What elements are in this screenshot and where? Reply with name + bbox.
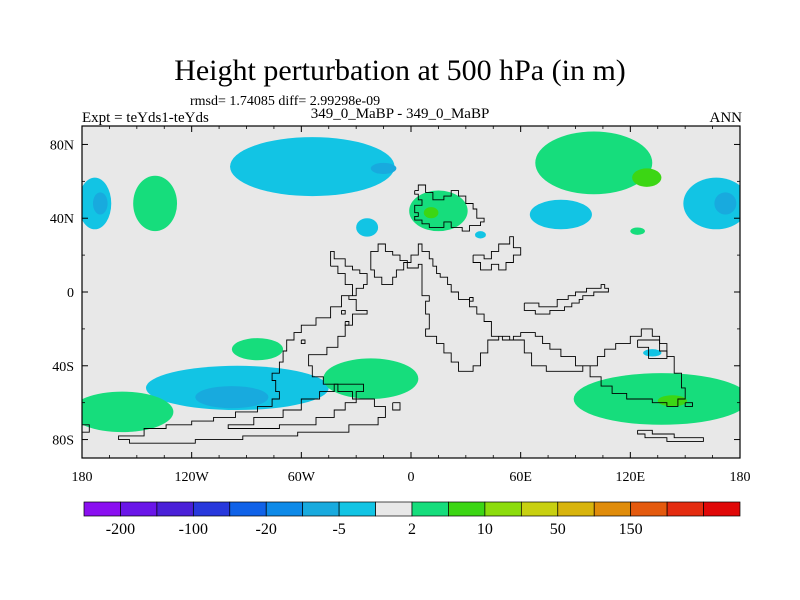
- colorbar-swatch: [557, 501, 595, 517]
- colorbar-swatch: [703, 501, 741, 517]
- colorbar-swatch: [265, 501, 304, 517]
- anomaly-region: [632, 168, 662, 187]
- anomaly-region: [643, 349, 662, 357]
- anomaly-region: [630, 227, 645, 235]
- anomaly-region: [657, 395, 687, 407]
- coastline-segment: [344, 321, 350, 326]
- anomaly-region: [356, 218, 379, 237]
- x-tick-label: 60W: [288, 470, 316, 485]
- coastline-segment: [637, 339, 668, 359]
- coastline-segment: [300, 339, 306, 345]
- anomaly-region: [230, 137, 395, 197]
- x-tick-label: 120E: [616, 470, 646, 485]
- coastline-segment: [637, 429, 704, 442]
- colorbar-swatch: [666, 501, 704, 517]
- colorbar-swatch: [302, 501, 340, 517]
- coastline-segment: [472, 236, 522, 271]
- colorbar-swatch: [375, 501, 413, 517]
- x-tick-label: 180: [730, 470, 751, 485]
- anomaly-region: [409, 190, 468, 232]
- coastline-segment: [227, 383, 364, 429]
- stats-text: rmsd= 1.74085 diff= 2.99298e-09: [190, 94, 381, 109]
- anomaly-region: [323, 358, 419, 399]
- colorbar-label: 10: [477, 521, 493, 538]
- y-tick-label: 40N: [50, 212, 74, 227]
- coastline-segment: [523, 284, 609, 315]
- colorbar-swatch: [593, 501, 632, 517]
- colorbar-label: -20: [256, 521, 277, 538]
- colorbar-label: -200: [106, 521, 135, 538]
- anomaly-region: [573, 373, 740, 425]
- colorbar-swatch: [630, 501, 668, 517]
- coastlines: [82, 184, 704, 444]
- case-label: 349_0_MaBP - 349_0_MaBP: [310, 106, 490, 122]
- colorbar-swatch: [448, 501, 486, 517]
- coastline-segment: [392, 402, 401, 411]
- colorbar-swatch: [520, 501, 559, 517]
- anomaly-region: [92, 192, 108, 215]
- y-tick-label: 0: [67, 286, 74, 301]
- coastline-segment: [370, 243, 686, 407]
- colorbar-label: -100: [179, 521, 208, 538]
- colorbar-swatch: [338, 501, 376, 517]
- season-label: ANN: [709, 110, 743, 126]
- colorbar-swatch: [192, 501, 231, 517]
- y-tick-label: 80S: [52, 434, 74, 449]
- anomaly-region: [683, 177, 740, 230]
- axes: 180 120W 60W 0 60E 120E 180 80N 40N 0 40S 80S: [50, 126, 751, 485]
- colorbar-label: 50: [550, 521, 566, 538]
- anomaly-region: [82, 391, 174, 433]
- anomaly-region: [133, 175, 178, 232]
- colorbar-swatch: [411, 501, 449, 517]
- anomaly-region: [195, 386, 269, 409]
- anomaly-fills: [82, 131, 740, 433]
- anomaly-region: [231, 338, 284, 361]
- anomaly-region: [535, 131, 653, 195]
- colorbar-label: 150: [619, 521, 643, 538]
- colorbar-swatch: [83, 501, 121, 517]
- anomaly-region: [423, 207, 439, 219]
- coastline-segment: [414, 184, 485, 232]
- plot-title: Height perturbation at 500 hPa (in m): [174, 54, 626, 87]
- colorbar: -200 -100 -20 -5 2 10 50 150: [83, 501, 741, 538]
- anomaly-region: [370, 162, 397, 174]
- colorbar-label: -5: [332, 521, 345, 538]
- experiment-label: Expt = teYds1-teYds: [82, 110, 209, 126]
- coastline-segment: [118, 250, 386, 444]
- anomaly-region: [529, 199, 592, 230]
- coastline-segment: [341, 309, 346, 315]
- colorbar-swatch: [156, 501, 194, 517]
- anomaly-region: [714, 192, 737, 215]
- x-tick-label: 120W: [175, 470, 210, 485]
- colorbar-swatch: [120, 501, 158, 517]
- anomaly-region: [474, 231, 486, 239]
- y-tick-label: 40S: [52, 360, 74, 375]
- colorbar-swatch: [484, 501, 522, 517]
- x-tick-label: 180: [72, 470, 93, 485]
- x-tick-label: 0: [408, 470, 415, 485]
- coastline-segment: [82, 424, 90, 433]
- colorbar-label: 2: [408, 521, 416, 538]
- coastline-segment: [684, 402, 693, 407]
- coastline-segment: [469, 297, 474, 302]
- colorbar-swatch: [229, 501, 267, 517]
- x-tick-label: 60E: [509, 470, 532, 485]
- y-tick-label: 80N: [50, 138, 74, 153]
